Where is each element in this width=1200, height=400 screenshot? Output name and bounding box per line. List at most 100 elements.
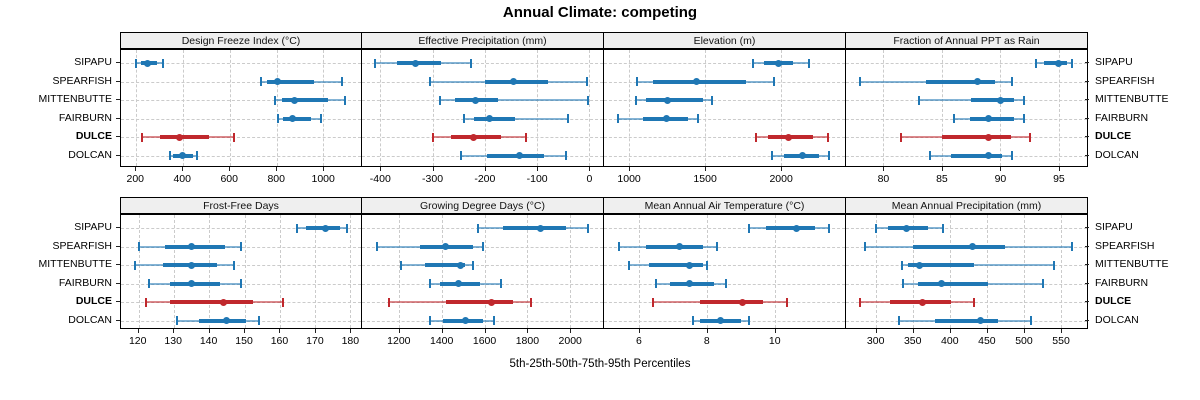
whisker-cap: [828, 223, 831, 233]
axis-tick: [441, 329, 443, 333]
median-dot: [188, 261, 196, 269]
gridline-vertical: [638, 215, 640, 328]
station-label-right: DULCE: [1095, 130, 1132, 142]
whisker-cap: [585, 77, 588, 86]
whisker-cap: [748, 316, 751, 325]
whisker-cap: [431, 132, 434, 142]
gridline-horizontal: [846, 63, 1087, 64]
whisker-cap: [859, 297, 862, 307]
whisker-cap: [499, 279, 502, 288]
axis-tick-label: 1000: [311, 173, 335, 185]
panel-strip: Mean Annual Air Temperature (°C): [603, 197, 846, 214]
gridline-vertical: [570, 215, 572, 328]
whisker-cap: [696, 114, 699, 123]
axis-tick: [314, 329, 316, 333]
station-label-left: DULCE: [75, 295, 112, 307]
row-tick-left: [116, 282, 120, 284]
whisker-cap: [148, 279, 151, 288]
axis-tick-label: 160: [270, 335, 289, 347]
axis-tick-label: 2000: [558, 335, 582, 347]
panel-strip: Frost-Free Days: [120, 197, 362, 214]
median-dot: [188, 243, 196, 250]
panel: [361, 214, 604, 329]
gridline-horizontal: [604, 265, 845, 266]
axis-tick-label: -400: [369, 173, 391, 185]
axis-tick: [875, 329, 877, 333]
station-label-left: SPEARFISH: [52, 239, 112, 252]
whisker-cap: [176, 316, 179, 325]
whisker-cap: [134, 260, 137, 270]
gridline-vertical: [941, 50, 943, 166]
whisker-cap: [374, 58, 377, 68]
row-tick-right: [1085, 136, 1089, 137]
whisker-cap: [752, 58, 754, 68]
gridline-vertical: [774, 215, 776, 328]
gridline-horizontal: [604, 155, 845, 157]
gridline-vertical: [138, 215, 140, 328]
gridline-vertical: [1023, 215, 1025, 328]
axis-tick: [1061, 329, 1063, 333]
whisker-cap: [276, 114, 279, 123]
row-tick-left: [116, 319, 120, 321]
row-tick-right: [1085, 117, 1089, 119]
whisker-cap: [462, 114, 465, 123]
whisker-box: [267, 79, 314, 84]
gridline-vertical: [244, 215, 246, 328]
axis-tick-label: 95: [1053, 173, 1065, 185]
axis-tick-label: 2000: [769, 173, 793, 185]
axis-tick: [705, 167, 707, 171]
axis-tick: [1000, 167, 1002, 171]
row-tick-right: [1085, 80, 1089, 82]
station-label-right: DULCE: [1095, 295, 1132, 307]
axis-tick: [229, 167, 231, 171]
row-tick-left: [116, 117, 120, 119]
row-tick-left: [116, 154, 120, 156]
axis-tick: [484, 329, 486, 333]
whisker-box: [970, 116, 1015, 121]
whisker-cap: [773, 77, 776, 86]
whisker-cap: [476, 223, 479, 233]
gridline-vertical: [527, 215, 529, 328]
whisker-cap: [240, 279, 242, 288]
median-dot: [716, 317, 724, 324]
gridline-horizontal: [604, 246, 845, 248]
panel-strip-title: Elevation (m): [693, 34, 756, 47]
median-dot: [454, 280, 462, 287]
gridline-vertical: [484, 215, 486, 328]
median-dot: [738, 298, 746, 306]
whisker-cap: [1011, 77, 1014, 86]
whisker-cap: [654, 279, 657, 288]
median-dot: [676, 243, 684, 250]
gridline-horizontal: [121, 118, 361, 120]
whisker-box: [646, 98, 703, 102]
whisker-cap: [196, 151, 199, 160]
axis-tick: [276, 167, 278, 171]
gridline-vertical: [276, 50, 278, 166]
axis-tick-label: 85: [936, 173, 948, 185]
whisker-cap: [470, 58, 473, 68]
gridline-horizontal: [121, 100, 361, 101]
whisker-cap: [748, 223, 751, 233]
whisker-cap: [429, 316, 432, 325]
axis-tick: [912, 329, 914, 333]
station-label-left: SIPAPU: [74, 56, 112, 68]
row-tick-right: [1085, 245, 1089, 247]
panel-strip-title: Fraction of Annual PPT as Rain: [893, 34, 1040, 47]
row-tick-left: [116, 245, 120, 247]
whisker-box: [446, 300, 513, 304]
whisker-cap: [874, 223, 877, 233]
median-dot: [977, 317, 985, 324]
median-dot: [938, 280, 946, 287]
panel: [361, 49, 604, 167]
whisker-cap: [864, 242, 867, 251]
median-dot: [996, 96, 1004, 104]
axis-tick: [350, 329, 352, 333]
panel-strip-title: Frost-Free Days: [203, 199, 279, 212]
whisker-cap: [627, 260, 630, 270]
gridline-vertical: [705, 50, 707, 166]
gridline-horizontal: [604, 137, 845, 138]
station-label-right: DOLCAN: [1095, 148, 1139, 161]
axis-tick: [1023, 329, 1025, 333]
axis-tick-label: 200: [126, 173, 145, 185]
whisker-cap: [1028, 132, 1031, 142]
